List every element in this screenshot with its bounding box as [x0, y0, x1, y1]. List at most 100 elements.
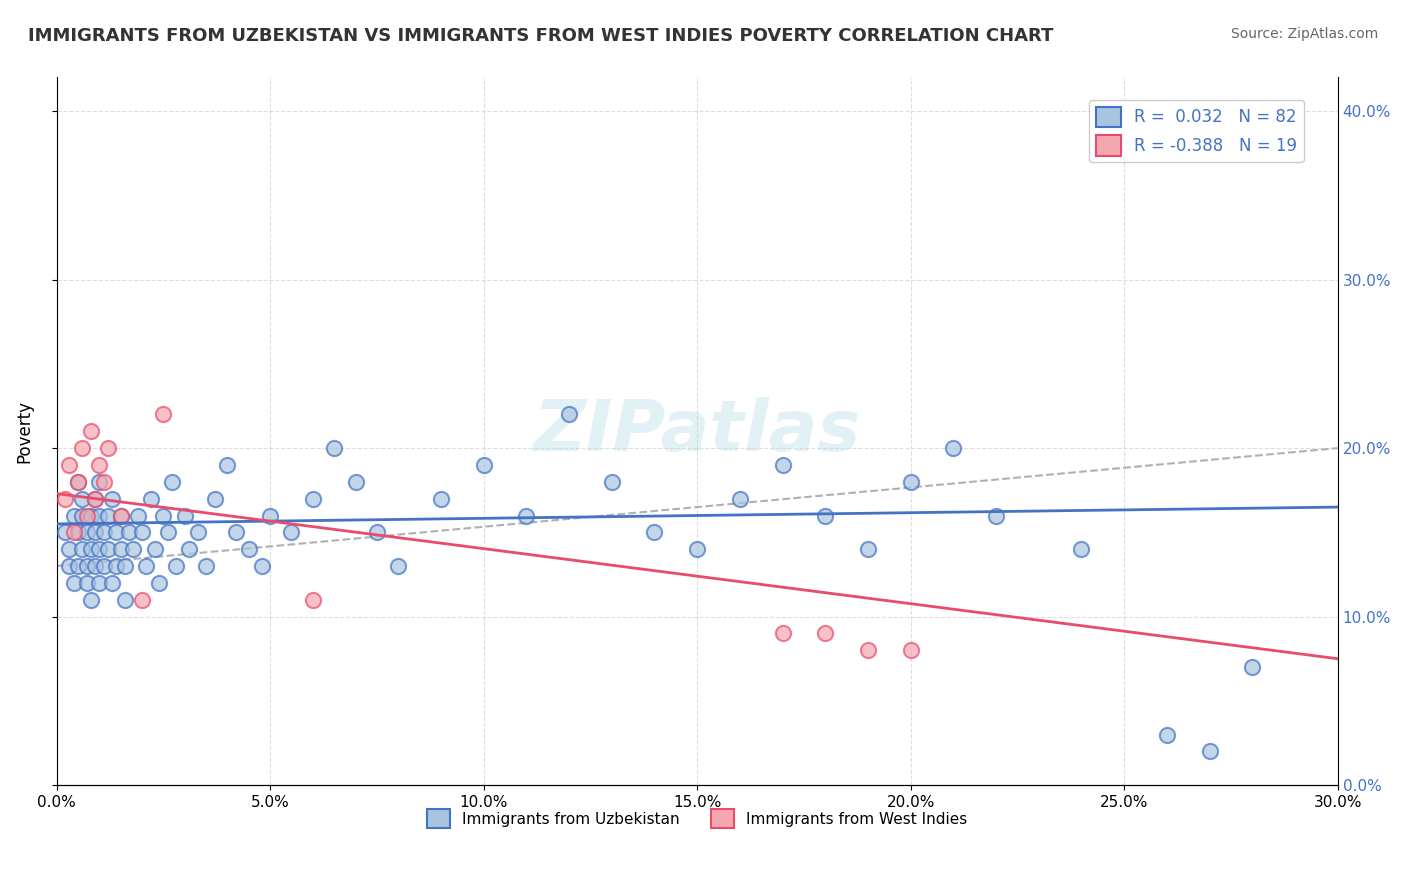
- Point: [80, 592, 103, 607]
- Point: [472, 458, 495, 472]
- Point: [58, 458, 80, 472]
- Text: Source: ZipAtlas.com: Source: ZipAtlas.com: [1230, 27, 1378, 41]
- Point: [301, 592, 323, 607]
- Point: [89, 508, 111, 523]
- Point: [515, 508, 537, 523]
- Point: [225, 525, 247, 540]
- Point: [152, 408, 174, 422]
- Point: [62, 508, 84, 523]
- Point: [366, 525, 388, 540]
- Point: [66, 475, 89, 489]
- Point: [139, 491, 162, 506]
- Point: [217, 458, 239, 472]
- Point: [84, 559, 107, 574]
- Point: [66, 475, 89, 489]
- Point: [1241, 660, 1264, 674]
- Point: [772, 626, 794, 640]
- Point: [156, 525, 179, 540]
- Point: [105, 525, 128, 540]
- Point: [135, 559, 157, 574]
- Point: [89, 458, 111, 472]
- Point: [76, 508, 98, 523]
- Point: [93, 475, 115, 489]
- Text: IMMIGRANTS FROM UZBEKISTAN VS IMMIGRANTS FROM WEST INDIES POVERTY CORRELATION CH: IMMIGRANTS FROM UZBEKISTAN VS IMMIGRANTS…: [28, 27, 1053, 45]
- Point: [387, 559, 409, 574]
- Point: [280, 525, 302, 540]
- Point: [80, 508, 103, 523]
- Point: [97, 542, 120, 557]
- Point: [1070, 542, 1092, 557]
- Point: [143, 542, 166, 557]
- Point: [76, 525, 98, 540]
- Point: [686, 542, 709, 557]
- Point: [152, 508, 174, 523]
- Text: ZIPatlas: ZIPatlas: [533, 397, 860, 466]
- Point: [856, 643, 879, 657]
- Point: [80, 542, 103, 557]
- Point: [53, 491, 76, 506]
- Point: [186, 525, 208, 540]
- Point: [772, 458, 794, 472]
- Point: [53, 525, 76, 540]
- Y-axis label: Poverty: Poverty: [15, 400, 32, 463]
- Point: [344, 475, 367, 489]
- Point: [105, 559, 128, 574]
- Point: [173, 508, 195, 523]
- Point: [900, 643, 922, 657]
- Point: [160, 475, 183, 489]
- Point: [900, 475, 922, 489]
- Point: [238, 542, 260, 557]
- Point: [93, 559, 115, 574]
- Point: [942, 441, 965, 455]
- Point: [70, 491, 93, 506]
- Point: [814, 626, 837, 640]
- Point: [259, 508, 281, 523]
- Point: [131, 525, 153, 540]
- Point: [62, 525, 84, 540]
- Point: [76, 559, 98, 574]
- Point: [114, 559, 136, 574]
- Point: [70, 542, 93, 557]
- Legend: Immigrants from Uzbekistan, Immigrants from West Indies: Immigrants from Uzbekistan, Immigrants f…: [422, 803, 973, 834]
- Point: [89, 575, 111, 590]
- Point: [814, 508, 837, 523]
- Point: [62, 575, 84, 590]
- Point: [114, 592, 136, 607]
- Point: [101, 575, 124, 590]
- Point: [110, 508, 132, 523]
- Point: [195, 559, 218, 574]
- Point: [148, 575, 170, 590]
- Point: [430, 491, 453, 506]
- Point: [89, 475, 111, 489]
- Point: [110, 542, 132, 557]
- Point: [177, 542, 200, 557]
- Point: [76, 575, 98, 590]
- Point: [1156, 727, 1178, 741]
- Point: [250, 559, 273, 574]
- Point: [89, 542, 111, 557]
- Point: [122, 542, 145, 557]
- Point: [110, 508, 132, 523]
- Point: [643, 525, 665, 540]
- Point: [101, 491, 124, 506]
- Point: [131, 592, 153, 607]
- Point: [204, 491, 226, 506]
- Point: [558, 408, 581, 422]
- Point: [97, 441, 120, 455]
- Point: [856, 542, 879, 557]
- Point: [66, 559, 89, 574]
- Point: [323, 441, 346, 455]
- Point: [58, 542, 80, 557]
- Point: [80, 424, 103, 438]
- Point: [58, 559, 80, 574]
- Point: [84, 491, 107, 506]
- Point: [728, 491, 751, 506]
- Point: [70, 508, 93, 523]
- Point: [1198, 744, 1220, 758]
- Point: [84, 525, 107, 540]
- Point: [84, 491, 107, 506]
- Point: [97, 508, 120, 523]
- Point: [66, 525, 89, 540]
- Point: [70, 441, 93, 455]
- Point: [118, 525, 141, 540]
